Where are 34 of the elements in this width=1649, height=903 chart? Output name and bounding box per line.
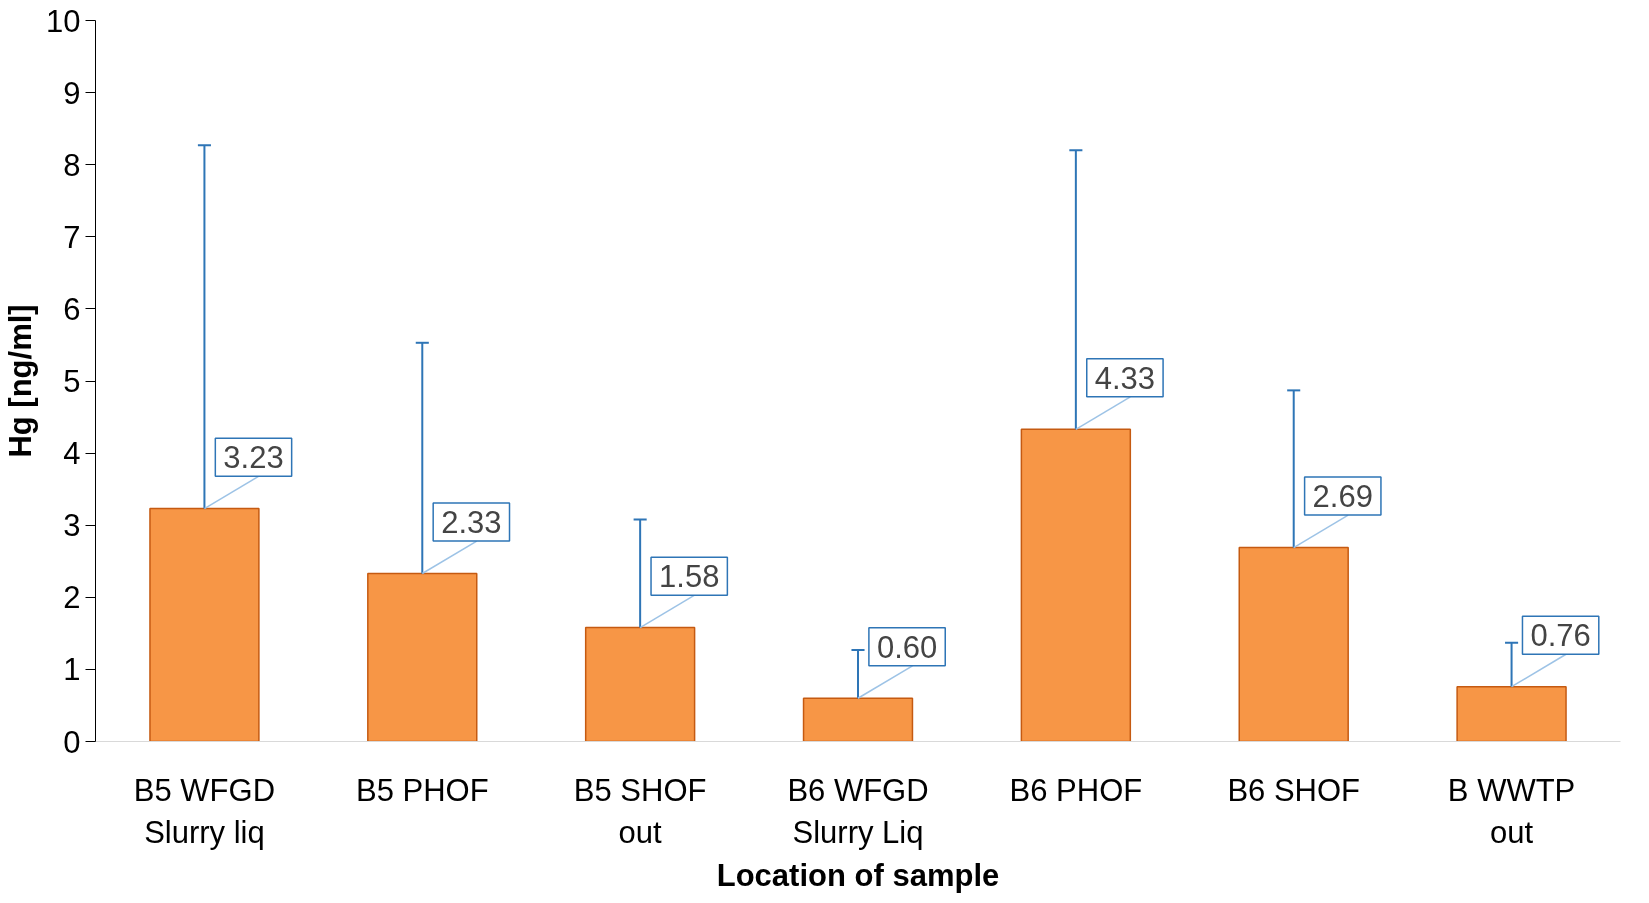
y-tick-label: 1 xyxy=(63,652,81,688)
bar xyxy=(1238,546,1349,742)
data-label: 0.76 xyxy=(1530,618,1591,654)
y-tick-label: 2 xyxy=(63,580,81,616)
x-tick-label: B WWTP out xyxy=(1447,772,1576,850)
bar xyxy=(149,507,260,742)
y-tick-label: 5 xyxy=(63,364,81,399)
data-label: 4.33 xyxy=(1094,360,1156,396)
bar xyxy=(802,697,914,742)
bar xyxy=(367,572,478,742)
bar xyxy=(1456,685,1567,742)
y-tick-label: 8 xyxy=(63,147,81,183)
x-tick-label: B5 WFGD Slurry liq xyxy=(133,772,276,850)
y-tick-label: 9 xyxy=(63,75,81,111)
y-axis-title: Hg [ng/ml] xyxy=(3,304,39,458)
data-label: 3.23 xyxy=(223,440,284,476)
y-tick-label: 10 xyxy=(46,3,81,39)
y-tick-label: 4 xyxy=(63,436,81,472)
x-tick-label: B6 WFGD Slurry Liq xyxy=(787,772,929,850)
bar xyxy=(1020,428,1132,742)
y-tick-label: 7 xyxy=(63,219,81,255)
data-label: 2.33 xyxy=(441,505,502,541)
data-label: 2.69 xyxy=(1312,479,1373,515)
x-axis-title: Location of sample xyxy=(716,857,1000,893)
y-tick-label: 6 xyxy=(63,291,81,327)
data-label: 0.60 xyxy=(876,629,938,665)
x-tick-label: B5 SHOF out xyxy=(573,772,707,850)
x-tick-label: B5 PHOF xyxy=(355,772,489,808)
x-tick-label: B6 SHOF xyxy=(1227,772,1361,808)
bar xyxy=(584,626,696,742)
data-label: 1.58 xyxy=(659,559,720,595)
x-tick-label: B6 PHOF xyxy=(1009,772,1143,808)
y-tick-label: 0 xyxy=(63,724,81,760)
y-tick-label: 3 xyxy=(63,508,81,544)
